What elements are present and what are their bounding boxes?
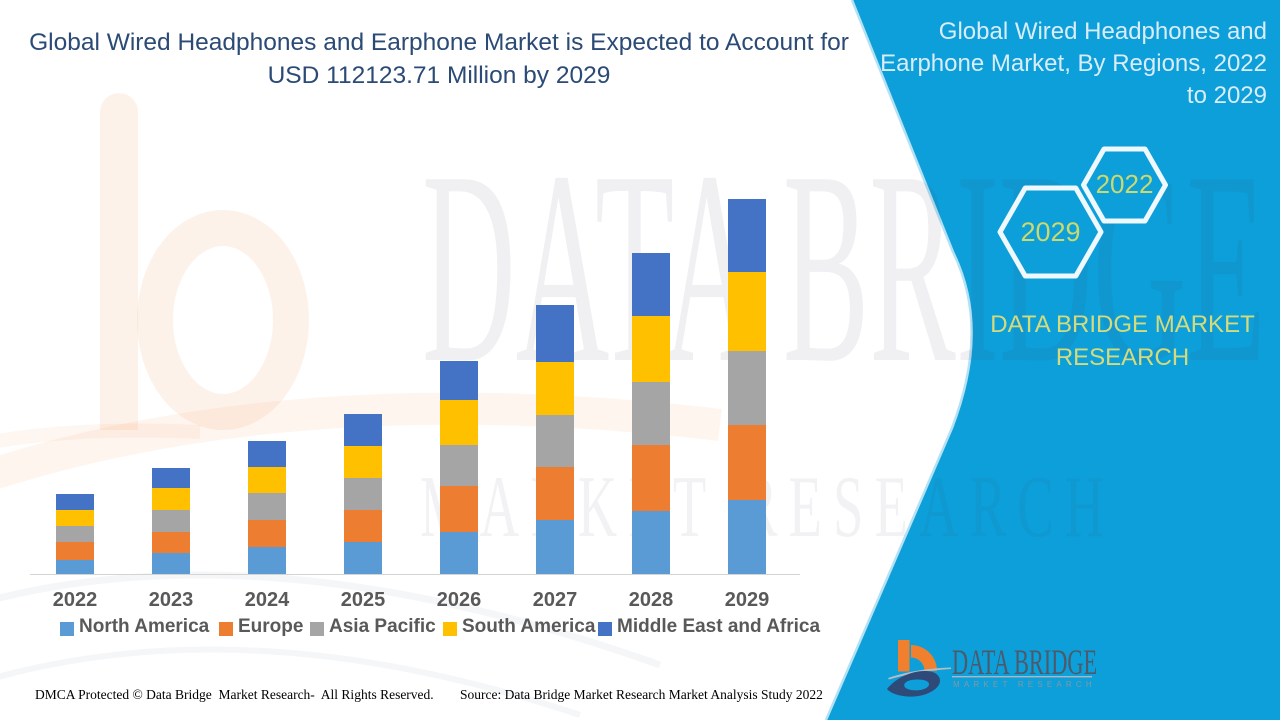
svg-text:DATA BRIDGE: DATA BRIDGE [952,643,1097,683]
svg-text:2029: 2029 [1020,217,1080,247]
svg-text:MARKET RESEARCH: MARKET RESEARCH [953,680,1096,689]
svg-text:2022: 2022 [1096,169,1154,199]
